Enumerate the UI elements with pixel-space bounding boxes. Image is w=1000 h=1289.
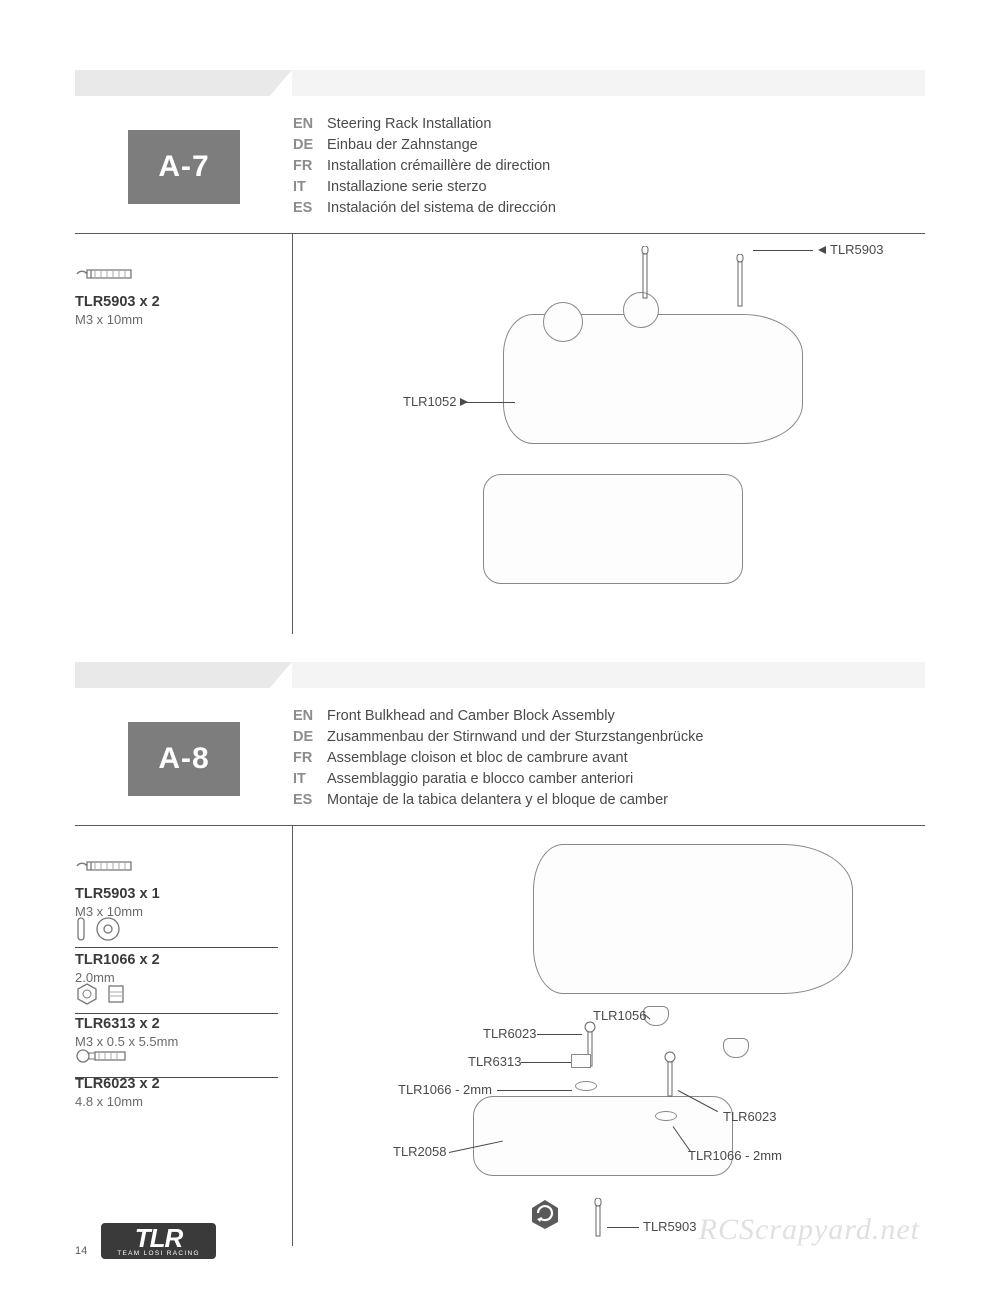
page-footer: 14 TLR TEAM LOSI RACING xyxy=(75,1223,216,1259)
step-titles: ENSteering Rack Installation DEEinbau de… xyxy=(293,100,925,233)
diagram-a8: TLR1056 TLR6023 TLR6313 TLR1066 - 2mm TL… xyxy=(293,826,925,1246)
button-head-screw-icon xyxy=(75,264,135,284)
diagram-a7: TLR5903 TLR1052 xyxy=(293,234,925,634)
diagram-callout: TLR2058 xyxy=(393,1144,446,1159)
step-header-a8: A-8 ENFront Bulkhead and Camber Block As… xyxy=(75,692,925,826)
nut-side-icon xyxy=(107,982,125,1006)
parts-column: TLR5903 x 1 M3 x 10mm TLR1066 x 2 2.0mm … xyxy=(75,826,293,1246)
diagram-callout: TLR1066 - 2mm xyxy=(398,1082,492,1097)
tlr-logo: TLR TEAM LOSI RACING xyxy=(101,1223,216,1259)
washer-top-icon xyxy=(95,916,121,942)
diagram-callout: TLR5903 xyxy=(818,242,883,257)
diagram-callout: TLR6313 xyxy=(468,1054,521,1069)
page-number: 14 xyxy=(75,1245,87,1257)
step-badge: A-7 xyxy=(128,130,239,204)
diagram-callout: TLR1052 xyxy=(403,394,468,409)
step-titles: ENFront Bulkhead and Camber Block Assemb… xyxy=(293,692,925,825)
button-head-screw-icon xyxy=(75,856,135,876)
parts-column: TLR5903 x 2 M3 x 10mm xyxy=(75,234,293,634)
diagram-callout: TLR6023 xyxy=(483,1026,536,1041)
diagram-callout: TLR5903 xyxy=(643,1219,696,1234)
ball-stud-icon xyxy=(75,1046,127,1066)
rotate-icon xyxy=(528,1196,562,1230)
part-name: TLR5903 x 2 xyxy=(75,294,278,310)
section-header-bar xyxy=(75,662,925,688)
part-sub: M3 x 10mm xyxy=(75,312,278,327)
diagram-callout: TLR6023 xyxy=(723,1109,776,1124)
diagram-callout: TLR1066 - 2mm xyxy=(688,1148,782,1163)
step-header-a7: A-7 ENSteering Rack Installation DEEinba… xyxy=(75,100,925,234)
washer-side-icon xyxy=(75,916,87,942)
diagram-callout: TLR1056 xyxy=(593,1008,646,1023)
step-badge: A-8 xyxy=(128,722,239,796)
lang-code: EN xyxy=(293,114,327,135)
section-header-bar xyxy=(75,70,925,96)
nut-top-icon xyxy=(75,982,99,1006)
